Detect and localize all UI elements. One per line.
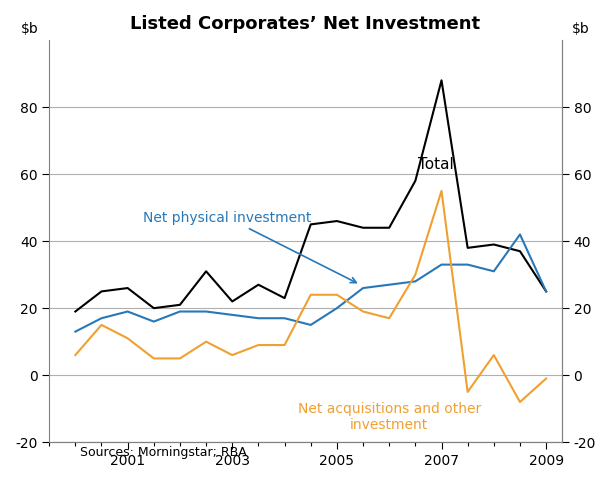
Text: Net physical investment: Net physical investment bbox=[144, 211, 356, 283]
Title: Listed Corporates’ Net Investment: Listed Corporates’ Net Investment bbox=[130, 15, 481, 33]
Text: $b: $b bbox=[21, 22, 38, 36]
Text: Total: Total bbox=[418, 156, 454, 171]
Text: Sources: Morningstar; RBA: Sources: Morningstar; RBA bbox=[80, 446, 247, 459]
Text: Net acquisitions and other
investment: Net acquisitions and other investment bbox=[298, 402, 481, 432]
Text: $b: $b bbox=[573, 22, 590, 36]
